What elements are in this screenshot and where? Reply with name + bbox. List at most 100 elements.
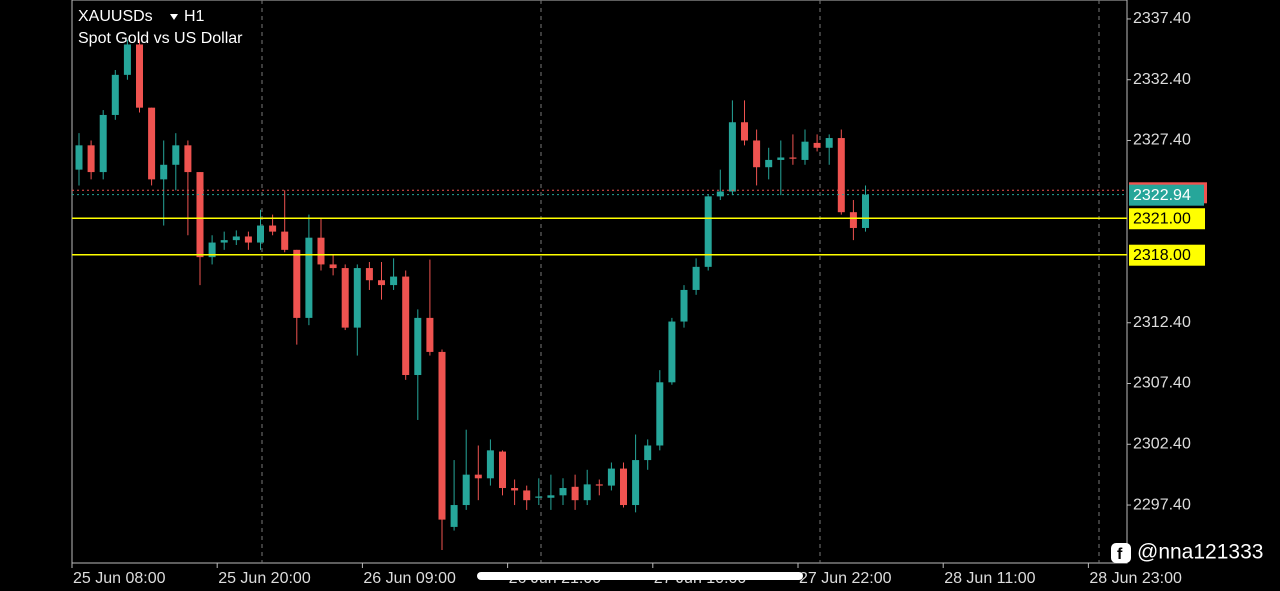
candle-body bbox=[438, 351, 446, 520]
price-line-label: 2318.00 bbox=[1133, 247, 1191, 264]
candle-body bbox=[111, 74, 119, 115]
candle-body bbox=[87, 145, 95, 173]
x-tick-label: 26 Jun 09:00 bbox=[363, 570, 456, 587]
candle-body bbox=[777, 157, 785, 160]
price-line-label-box bbox=[1129, 208, 1205, 230]
candle-body bbox=[559, 488, 567, 496]
candle-body bbox=[462, 474, 470, 506]
candle-body bbox=[220, 240, 228, 243]
candle-body bbox=[511, 488, 519, 491]
candle-body bbox=[704, 196, 712, 267]
candle-body bbox=[862, 194, 869, 228]
candle-body bbox=[583, 484, 591, 501]
candle-body bbox=[414, 317, 422, 376]
y-tick-label: 2297.40 bbox=[1133, 496, 1191, 513]
y-tick-label: 2337.40 bbox=[1133, 10, 1191, 27]
candles bbox=[75, 39, 869, 550]
day-separators bbox=[261, 0, 1100, 563]
candle-body bbox=[208, 242, 216, 258]
candle-body bbox=[329, 264, 337, 269]
candle-body bbox=[474, 474, 482, 479]
candle-body bbox=[680, 289, 688, 322]
facebook-icon bbox=[1111, 543, 1131, 563]
candle-body bbox=[595, 484, 603, 486]
candle-body bbox=[232, 236, 240, 241]
candle-body bbox=[172, 145, 180, 165]
candle-body bbox=[378, 280, 385, 286]
candle-body bbox=[281, 231, 289, 250]
candle-body bbox=[305, 237, 313, 318]
candle-body bbox=[728, 122, 736, 192]
candle-body bbox=[269, 225, 277, 232]
y-tick-label: 2312.40 bbox=[1133, 314, 1191, 331]
y-tick-label: 2307.40 bbox=[1133, 375, 1191, 392]
y-tick-label: 2332.40 bbox=[1133, 71, 1191, 88]
subtitle: Spot Gold vs US Dollar bbox=[78, 30, 243, 47]
candle-body bbox=[547, 495, 555, 498]
candle-body bbox=[317, 237, 325, 265]
candle-body bbox=[692, 266, 700, 290]
candle-body bbox=[257, 225, 264, 243]
candle-body bbox=[849, 212, 857, 228]
candle-body bbox=[620, 468, 627, 506]
candle-body bbox=[99, 114, 107, 173]
price-line-label: 2321.00 bbox=[1133, 210, 1191, 227]
y-tick-label: 2327.40 bbox=[1133, 132, 1191, 149]
candle-body bbox=[825, 138, 833, 148]
x-tick-label: 28 Jun 11:00 bbox=[944, 570, 1035, 587]
candle-body bbox=[123, 44, 131, 75]
candle-body bbox=[789, 157, 797, 159]
dropdown-arrow bbox=[170, 14, 178, 20]
watermark-text: @nna121333 bbox=[1137, 541, 1263, 564]
x-tick-label: 28 Jun 23:00 bbox=[1089, 570, 1182, 587]
watermark: f @nna121333 bbox=[1111, 541, 1263, 564]
candle-body bbox=[656, 382, 664, 446]
candle-body bbox=[402, 276, 410, 376]
candle-body bbox=[390, 276, 398, 286]
x-tick-label: 27 Jun 22:00 bbox=[799, 570, 892, 587]
candle-body bbox=[148, 107, 156, 180]
overlay: 2322.94 2321.00 2318.00 bbox=[72, 182, 1207, 266]
candle-body bbox=[753, 140, 761, 168]
symbol: XAUUSDs bbox=[78, 8, 153, 25]
plot-frame bbox=[71, 0, 1128, 564]
candle-body bbox=[535, 496, 543, 498]
y-tick-label: 2302.40 bbox=[1133, 435, 1191, 452]
candle-body bbox=[75, 145, 83, 170]
candle-body bbox=[196, 172, 204, 258]
candle-body bbox=[668, 321, 676, 383]
price-line-label-box bbox=[1129, 244, 1205, 266]
candle-body bbox=[450, 505, 458, 527]
candle-body bbox=[607, 468, 615, 486]
candle-body bbox=[837, 138, 845, 213]
candle-body bbox=[632, 460, 640, 506]
x-tick-label: 25 Jun 08:00 bbox=[73, 570, 166, 587]
candle-body bbox=[136, 44, 143, 108]
candle-body bbox=[486, 450, 494, 479]
candle-body bbox=[716, 191, 724, 197]
candle-body bbox=[426, 317, 434, 352]
candle-body bbox=[765, 159, 773, 168]
candle-body bbox=[499, 451, 506, 489]
candle-body bbox=[801, 141, 809, 160]
candle-body bbox=[571, 486, 579, 501]
candle-body bbox=[365, 268, 373, 281]
candle-body bbox=[741, 122, 748, 141]
candle-body bbox=[523, 490, 531, 501]
candle-body bbox=[644, 445, 652, 461]
candle-body bbox=[184, 145, 192, 173]
candle-body bbox=[813, 142, 821, 148]
x-tick-label: 25 Jun 20:00 bbox=[218, 570, 311, 587]
candle-body bbox=[293, 249, 301, 318]
bid-label: 2322.94 bbox=[1133, 187, 1191, 204]
bid-label-box bbox=[1129, 184, 1204, 206]
candle-body bbox=[353, 268, 361, 328]
home-indicator bbox=[477, 572, 803, 580]
candle-body bbox=[244, 236, 252, 243]
timeframe: H1 bbox=[184, 8, 205, 25]
facebook-glyph: f bbox=[1117, 546, 1123, 563]
candle-body bbox=[160, 164, 168, 180]
candle-body bbox=[341, 268, 349, 328]
